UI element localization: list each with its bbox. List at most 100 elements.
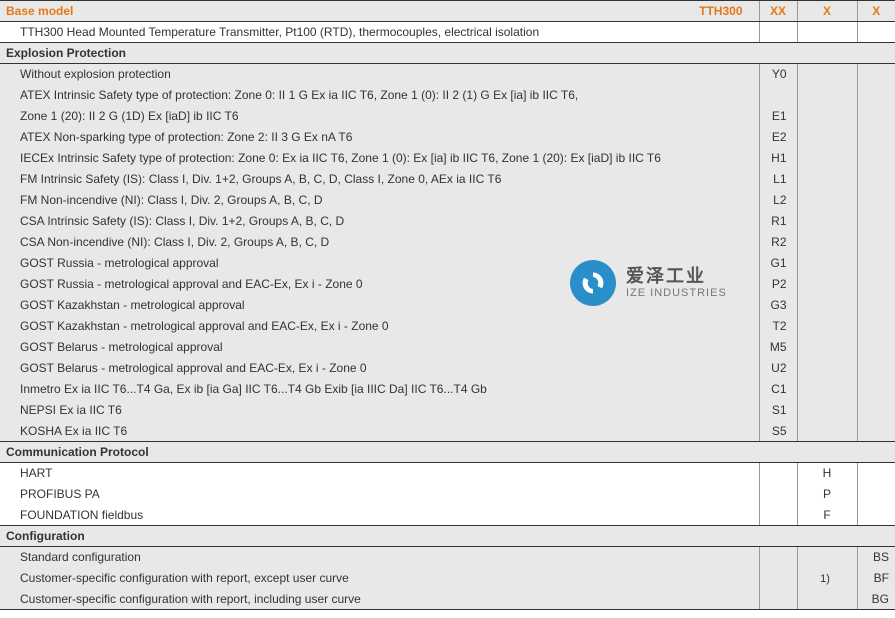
section-header: Communication Protocol bbox=[0, 442, 895, 463]
code-cell-2 bbox=[797, 190, 857, 211]
code-cell-3 bbox=[857, 337, 895, 358]
code-cell-2: F bbox=[797, 505, 857, 526]
option-text: GOST Russia - metrological approval and … bbox=[0, 274, 759, 295]
code-cell-1: G3 bbox=[759, 295, 797, 316]
option-text: GOST Kazakhstan - metrological approval bbox=[0, 295, 759, 316]
option-row: CSA Non-incendive (NI): Class I, Div. 2,… bbox=[0, 232, 895, 253]
code-cell-2: 1) bbox=[797, 568, 857, 589]
option-text: GOST Kazakhstan - metrological approval … bbox=[0, 316, 759, 337]
code-cell-3 bbox=[857, 358, 895, 379]
code-cell-2: H bbox=[797, 463, 857, 484]
option-text: FM Non-incendive (NI): Class I, Div. 2, … bbox=[0, 190, 759, 211]
code-cell-3 bbox=[857, 148, 895, 169]
option-row: HARTH bbox=[0, 463, 895, 484]
code-cell-2 bbox=[797, 106, 857, 127]
option-text: IECEx Intrinsic Safety type of protectio… bbox=[0, 148, 759, 169]
code-cell-1: S1 bbox=[759, 400, 797, 421]
option-text: ATEX Non-sparking type of protection: Zo… bbox=[0, 127, 759, 148]
code-cell-2 bbox=[797, 589, 857, 610]
code-cell-3 bbox=[857, 190, 895, 211]
code-cell-2 bbox=[797, 148, 857, 169]
code-cell-1: Y0 bbox=[759, 64, 797, 85]
option-row: GOST Kazakhstan - metrological approvalG… bbox=[0, 295, 895, 316]
code-cell-1 bbox=[759, 484, 797, 505]
option-row: Customer-specific configuration with rep… bbox=[0, 568, 895, 589]
option-row: Inmetro Ex ia IIC T6...T4 Ga, Ex ib [ia … bbox=[0, 379, 895, 400]
code-cell-3 bbox=[857, 274, 895, 295]
code-cell-1: S5 bbox=[759, 421, 797, 442]
option-row: FOUNDATION fieldbus F bbox=[0, 505, 895, 526]
code-cell-3 bbox=[857, 421, 895, 442]
col-xx: XX bbox=[759, 1, 797, 22]
option-text: PROFIBUS PA bbox=[0, 484, 759, 505]
base-model-label: Base model bbox=[6, 4, 73, 18]
option-row: CSA Intrinsic Safety (IS): Class I, Div.… bbox=[0, 211, 895, 232]
code-cell-3 bbox=[857, 463, 895, 484]
option-text: ATEX Intrinsic Safety type of protection… bbox=[0, 85, 759, 106]
code-cell-2 bbox=[797, 358, 857, 379]
code-cell-2 bbox=[797, 421, 857, 442]
option-text: Customer-specific configuration with rep… bbox=[0, 568, 759, 589]
option-text: FM Intrinsic Safety (IS): Class I, Div. … bbox=[0, 169, 759, 190]
option-text: NEPSI Ex ia IIC T6 bbox=[0, 400, 759, 421]
option-row: Standard configuration BS bbox=[0, 547, 895, 568]
code-cell-1 bbox=[759, 568, 797, 589]
option-row: GOST Kazakhstan - metrological approval … bbox=[0, 316, 895, 337]
option-row: IECEx Intrinsic Safety type of protectio… bbox=[0, 148, 895, 169]
option-text: FOUNDATION fieldbus bbox=[0, 505, 759, 526]
code-cell-2 bbox=[797, 400, 857, 421]
code-cell-3 bbox=[857, 253, 895, 274]
option-text: Zone 1 (20): II 2 G (1D) Ex [iaD] ib IIC… bbox=[0, 106, 759, 127]
code-cell-3 bbox=[857, 505, 895, 526]
option-row: GOST Russia - metrological approval and … bbox=[0, 274, 895, 295]
option-row: ATEX Intrinsic Safety type of protection… bbox=[0, 85, 895, 106]
code-cell-2 bbox=[797, 85, 857, 106]
code-cell-1 bbox=[759, 85, 797, 106]
code-cell-1: T2 bbox=[759, 316, 797, 337]
model-description: TTH300 Head Mounted Temperature Transmit… bbox=[0, 22, 759, 43]
code-cell-3: BG bbox=[857, 589, 895, 610]
footnote-ref: 1) bbox=[820, 573, 834, 585]
code-cell-1: E2 bbox=[759, 127, 797, 148]
option-text: GOST Belarus - metrological approval bbox=[0, 337, 759, 358]
col-x3: X bbox=[857, 1, 895, 22]
option-row: Without explosion protectionY0 bbox=[0, 64, 895, 85]
code-cell-3: BF bbox=[857, 568, 895, 589]
code-cell-3 bbox=[857, 379, 895, 400]
option-row: FM Non-incendive (NI): Class I, Div. 2, … bbox=[0, 190, 895, 211]
code-cell-3 bbox=[857, 400, 895, 421]
code-cell-3 bbox=[857, 232, 895, 253]
code-cell-2 bbox=[797, 337, 857, 358]
code-cell-3 bbox=[857, 295, 895, 316]
code-cell-2 bbox=[797, 64, 857, 85]
code-cell-1: M5 bbox=[759, 337, 797, 358]
code-cell-1: P2 bbox=[759, 274, 797, 295]
code-cell-2: P bbox=[797, 484, 857, 505]
section-title: Configuration bbox=[0, 526, 895, 547]
option-row: PROFIBUS PA P bbox=[0, 484, 895, 505]
section-title: Communication Protocol bbox=[0, 442, 895, 463]
option-row: GOST Belarus - metrological approval and… bbox=[0, 358, 895, 379]
code-cell-3 bbox=[857, 127, 895, 148]
code-cell-2 bbox=[797, 253, 857, 274]
option-text: CSA Non-incendive (NI): Class I, Div. 2,… bbox=[0, 232, 759, 253]
code-cell-3 bbox=[857, 85, 895, 106]
option-text: CSA Intrinsic Safety (IS): Class I, Div.… bbox=[0, 211, 759, 232]
code-cell-1: R1 bbox=[759, 211, 797, 232]
option-text: Inmetro Ex ia IIC T6...T4 Ga, Ex ib [ia … bbox=[0, 379, 759, 400]
model-code: TTH300 bbox=[699, 4, 752, 18]
ordering-table: Base model TTH300 XX X X TTH300 Head Mou… bbox=[0, 0, 895, 610]
section-header: Configuration bbox=[0, 526, 895, 547]
option-text: Standard configuration bbox=[0, 547, 759, 568]
code-cell-1 bbox=[759, 547, 797, 568]
section-header: Explosion Protection bbox=[0, 43, 895, 64]
option-row: ATEX Non-sparking type of protection: Zo… bbox=[0, 127, 895, 148]
option-text: GOST Russia - metrological approval bbox=[0, 253, 759, 274]
option-row: Customer-specific configuration with rep… bbox=[0, 589, 895, 610]
code-cell-1 bbox=[759, 505, 797, 526]
option-text: Without explosion protection bbox=[0, 64, 759, 85]
code-cell-2 bbox=[797, 379, 857, 400]
option-row: Zone 1 (20): II 2 G (1D) Ex [iaD] ib IIC… bbox=[0, 106, 895, 127]
code-cell-3: BS bbox=[857, 547, 895, 568]
code-cell-3 bbox=[857, 211, 895, 232]
